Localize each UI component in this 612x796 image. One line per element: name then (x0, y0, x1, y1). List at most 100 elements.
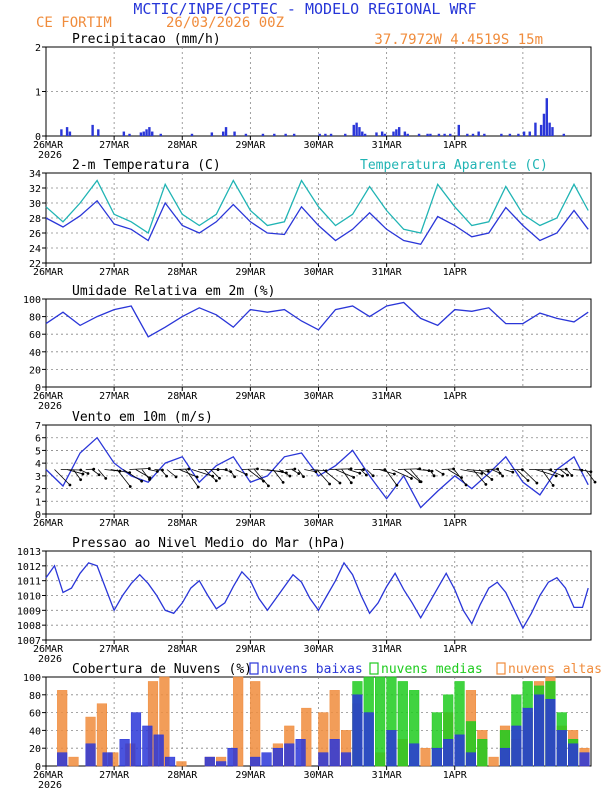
cloud-bar (443, 739, 453, 766)
y-tick-label: 60 (29, 709, 41, 720)
precip-bar (273, 134, 275, 136)
x-tick-label: 30MAR (303, 644, 334, 655)
wind-vector (348, 470, 360, 474)
x-tick-label: 27MAR (99, 518, 130, 529)
precip-bar (546, 98, 548, 136)
wind-vector-head (372, 474, 375, 477)
cloud-bar (262, 753, 272, 766)
y-tick-label: 1 (35, 497, 41, 508)
precip-bar (97, 129, 99, 136)
cloud-bar (57, 753, 67, 766)
precip-bar (148, 127, 150, 136)
wind-vector-head (315, 470, 318, 473)
y-tick-label: 1013 (17, 547, 41, 558)
wind-vector-head (362, 468, 365, 471)
wind-vector-head (288, 475, 291, 478)
x-tick-label: 27MAR (99, 391, 130, 402)
panel-title: Umidade Relativa em 2m (%) (72, 284, 276, 299)
precip-bar (293, 134, 295, 136)
header-date: 26/03/2026 00Z (166, 15, 284, 31)
x-tick-label: 29MAR (235, 770, 266, 781)
precip-bar (151, 132, 153, 136)
y-tick-label: 7 (35, 421, 41, 432)
x-tick-label: 1APR (443, 267, 468, 278)
wind-vector (129, 469, 149, 470)
cloud-bar (500, 748, 510, 766)
wind-vector (398, 469, 420, 470)
cloud-bar (296, 739, 306, 766)
x-tick-label: 31MAR (372, 267, 403, 278)
x-tick-label: 30MAR (303, 140, 334, 151)
x-tick-label: 31MAR (372, 770, 403, 781)
wind-vector-head (365, 474, 368, 477)
wind-vector-head (196, 476, 199, 479)
x-tick-label: 28MAR (167, 140, 198, 151)
wind-vector-head (358, 472, 361, 475)
x-tick-label: 28MAR (167, 770, 198, 781)
wind-vector-head (501, 475, 504, 478)
x-tick-label: 28MAR (167, 391, 198, 402)
cloud-bar (330, 739, 340, 766)
wind-vector-head (148, 478, 151, 481)
precip-bar (233, 132, 235, 136)
precip-bar (395, 129, 397, 136)
y-tick-label: 3 (35, 472, 41, 483)
y-tick-label: 2 (35, 485, 41, 496)
wind-vector-head (570, 474, 573, 477)
precip-bar (330, 134, 332, 136)
precip-bar (344, 134, 346, 136)
x-tick-label: 30MAR (303, 267, 334, 278)
x-year-label: 2026 (38, 150, 62, 161)
cloud-bar (353, 695, 363, 766)
x-tick-label: 31MAR (372, 391, 403, 402)
wind-vector-head (487, 470, 490, 473)
cloud-bar (319, 753, 329, 766)
x-tick-label: 27MAR (99, 770, 130, 781)
wind-vector (142, 470, 150, 480)
precip-bar (143, 132, 145, 136)
cloud-bar (512, 726, 522, 766)
x-tick-label: 1APR (443, 770, 468, 781)
precip-bar (381, 132, 383, 136)
wind-vector-head (511, 471, 514, 474)
precip-bar (438, 134, 440, 136)
cloud-bar (489, 757, 499, 766)
precip-bar (211, 132, 213, 136)
cloud-bar (120, 739, 130, 766)
panel-title: Vento em 10m (m/s) (72, 410, 213, 425)
cloud-bar (165, 757, 175, 766)
cloud-bar (546, 699, 556, 766)
cloud-bar (341, 753, 351, 766)
wind-vector-head (527, 479, 530, 482)
precip-bar (245, 134, 247, 136)
plot-frame (46, 299, 591, 387)
precip-bar (262, 134, 264, 136)
precip-bar (540, 125, 542, 136)
x-tick-label: 31MAR (372, 644, 403, 655)
x-tick-label: 29MAR (235, 518, 266, 529)
precip-bar (563, 134, 565, 136)
cloud-bar (69, 757, 79, 766)
x-tick-label: 26MAR (33, 518, 64, 529)
x-tick-label: 31MAR (372, 518, 403, 529)
wind-vector-head (352, 476, 355, 479)
cloud-bar (364, 713, 374, 766)
wind-vector-head (256, 468, 259, 471)
y-tick-label: 30 (29, 199, 41, 210)
precip-bar (523, 132, 525, 136)
series-line (46, 201, 588, 245)
wind-vector-head (104, 477, 107, 480)
wind-vector-head (175, 475, 178, 478)
x-year-label: 2026 (38, 780, 62, 791)
legend-entry: nuvens medias (381, 662, 483, 677)
x-tick-label: 28MAR (167, 518, 198, 529)
precip-bar (145, 129, 147, 136)
y-tick-label: 34 (29, 169, 41, 180)
cloud-bar (432, 748, 442, 766)
x-tick-label: 1APR (443, 518, 468, 529)
wind-vector-head (98, 473, 101, 476)
